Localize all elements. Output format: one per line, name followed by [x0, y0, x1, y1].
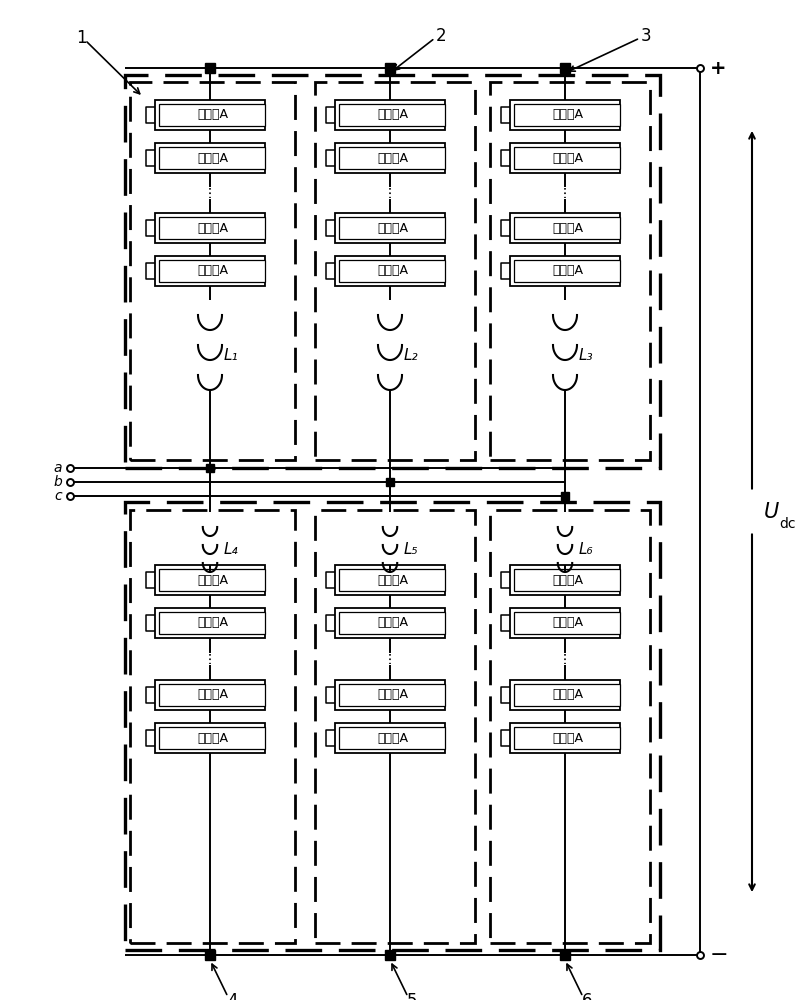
Bar — [510, 143, 620, 173]
Text: 子模块A: 子模块A — [377, 264, 408, 277]
Bar — [510, 256, 620, 286]
Text: 子模块A: 子模块A — [197, 222, 229, 234]
Text: 6: 6 — [582, 992, 592, 1000]
Bar — [339, 569, 445, 591]
Bar — [514, 147, 620, 169]
Bar — [335, 213, 445, 243]
Text: L₄: L₄ — [224, 542, 239, 558]
Text: 子模块A: 子模块A — [552, 688, 583, 702]
Text: L₂: L₂ — [404, 348, 419, 362]
Bar — [514, 612, 620, 634]
Bar — [339, 684, 445, 706]
Bar — [514, 727, 620, 749]
Bar — [510, 608, 620, 638]
Bar — [514, 104, 620, 126]
Bar — [159, 727, 265, 749]
Text: 1: 1 — [76, 29, 86, 47]
Bar — [514, 217, 620, 239]
Text: 子模块A: 子模块A — [197, 616, 229, 630]
Bar — [159, 612, 265, 634]
Bar — [514, 684, 620, 706]
Text: 子模块A: 子模块A — [552, 151, 583, 164]
Text: 子模块A: 子模块A — [377, 151, 408, 164]
Bar — [335, 608, 445, 638]
Bar — [130, 82, 295, 460]
Text: b: b — [54, 475, 62, 489]
Text: 子模块A: 子模块A — [377, 616, 408, 630]
Bar — [159, 260, 265, 282]
Text: L₆: L₆ — [579, 542, 594, 558]
Bar — [510, 565, 620, 595]
Bar — [159, 147, 265, 169]
Bar — [335, 256, 445, 286]
Bar — [339, 727, 445, 749]
Bar — [155, 608, 265, 638]
Bar — [339, 260, 445, 282]
Text: 子模块A: 子模块A — [552, 732, 583, 744]
Bar — [510, 680, 620, 710]
Text: 子模块A: 子模块A — [197, 108, 229, 121]
Bar — [155, 723, 265, 753]
Text: a: a — [54, 461, 62, 475]
Bar — [335, 565, 445, 595]
Bar — [159, 104, 265, 126]
Text: 子模块A: 子模块A — [197, 574, 229, 586]
Text: 子模块A: 子模块A — [377, 732, 408, 744]
Bar — [490, 510, 650, 943]
Text: L₃: L₃ — [579, 348, 594, 362]
Text: 子模块A: 子模块A — [552, 574, 583, 586]
Text: dc: dc — [779, 516, 796, 530]
Bar — [159, 217, 265, 239]
Bar — [514, 569, 620, 591]
Bar — [335, 143, 445, 173]
Text: 子模块A: 子模块A — [377, 108, 408, 121]
Bar — [510, 723, 620, 753]
Bar — [159, 684, 265, 706]
Bar — [339, 147, 445, 169]
Text: 子模块A: 子模块A — [552, 264, 583, 277]
Bar — [155, 565, 265, 595]
Text: L₁: L₁ — [224, 348, 239, 362]
Text: 5: 5 — [407, 992, 417, 1000]
Bar — [155, 143, 265, 173]
Text: 2: 2 — [435, 27, 447, 45]
Text: U: U — [764, 502, 779, 522]
Bar — [315, 82, 475, 460]
Text: c: c — [54, 489, 62, 503]
Bar — [315, 510, 475, 943]
Text: 3: 3 — [641, 27, 651, 45]
Bar — [339, 612, 445, 634]
Text: −: − — [710, 945, 729, 965]
Bar — [130, 510, 295, 943]
Bar — [335, 100, 445, 130]
Bar — [125, 502, 660, 950]
Text: 子模块A: 子模块A — [552, 222, 583, 234]
Bar — [155, 680, 265, 710]
Bar — [510, 100, 620, 130]
Bar — [339, 104, 445, 126]
Text: 子模块A: 子模块A — [197, 688, 229, 702]
Bar — [125, 75, 660, 468]
Bar — [510, 213, 620, 243]
Bar — [335, 680, 445, 710]
Text: 子模块A: 子模块A — [377, 574, 408, 586]
Text: 子模块A: 子模块A — [197, 732, 229, 744]
Bar — [335, 723, 445, 753]
Text: 4: 4 — [227, 992, 237, 1000]
Text: 子模块A: 子模块A — [552, 108, 583, 121]
Bar — [155, 256, 265, 286]
Bar — [159, 569, 265, 591]
Bar — [155, 213, 265, 243]
Text: 子模块A: 子模块A — [377, 222, 408, 234]
Text: +: + — [710, 58, 726, 78]
Bar — [339, 217, 445, 239]
Text: 子模块A: 子模块A — [197, 264, 229, 277]
Bar — [514, 260, 620, 282]
Text: 子模块A: 子模块A — [552, 616, 583, 630]
Text: 子模块A: 子模块A — [377, 688, 408, 702]
Text: 子模块A: 子模块A — [197, 151, 229, 164]
Bar — [490, 82, 650, 460]
Bar — [155, 100, 265, 130]
Text: L₅: L₅ — [404, 542, 419, 558]
